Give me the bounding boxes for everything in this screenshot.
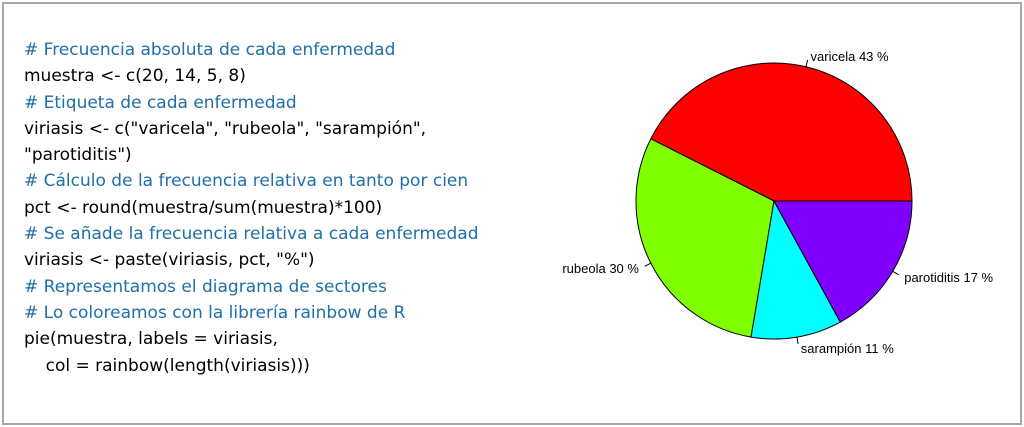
pie-slice	[635, 138, 775, 338]
pie-chart-svg: varicela 43 % rubeola 30 % sarampión 11 % p…	[562, 49, 993, 356]
pie-label-tick	[892, 270, 899, 276]
code-comment-line: # Etiqueta de cada enfermedad	[24, 92, 297, 113]
pie-slice-label: parotiditis 17 %	[904, 270, 993, 285]
code-line: col = rainbow(length(viriasis)))	[24, 355, 310, 376]
code-line: "parotiditis")	[24, 145, 132, 166]
code-comment-line: # Representamos el diagrama de sectores	[24, 276, 387, 297]
pie-label-tick	[796, 336, 799, 344]
pie-slice-label: sarampión 11 %	[801, 341, 894, 356]
r-code-block: # Frecuencia absoluta de cada enfermedad…	[24, 37, 478, 379]
pie-label-tick	[644, 262, 652, 267]
code-comment-line: # Lo coloreamos con la librería rainbow …	[24, 302, 406, 323]
code-line: pie(muestra, labels = viriasis,	[24, 329, 278, 350]
code-line: viriasis <- paste(viriasis, pct, "%")	[24, 250, 315, 271]
code-comment-line: # Frecuencia absoluta de cada enfermedad	[24, 40, 396, 60]
pie-slice-label: varicela 43 %	[811, 49, 889, 64]
pie-chart: varicela 43 % rubeola 30 % sarampión 11 % p…	[524, 24, 1014, 424]
pie-slice	[773, 200, 913, 323]
code-line: viriasis <- c("varicela", "rubeola", "sa…	[24, 118, 427, 139]
pie-slice-label: rubeola 30 %	[562, 261, 639, 276]
pie-label-tick	[805, 59, 809, 67]
code-comment-line: # Se añade la frecuencia relativa a cada…	[24, 224, 479, 245]
code-comment-line: # Cálculo de la frecuencia relativa en t…	[24, 171, 469, 192]
code-line: muestra <- c(20, 14, 5, 8)	[24, 66, 246, 87]
code-line: pct <- round(muestra/sum(muestra)*100)	[24, 197, 383, 218]
